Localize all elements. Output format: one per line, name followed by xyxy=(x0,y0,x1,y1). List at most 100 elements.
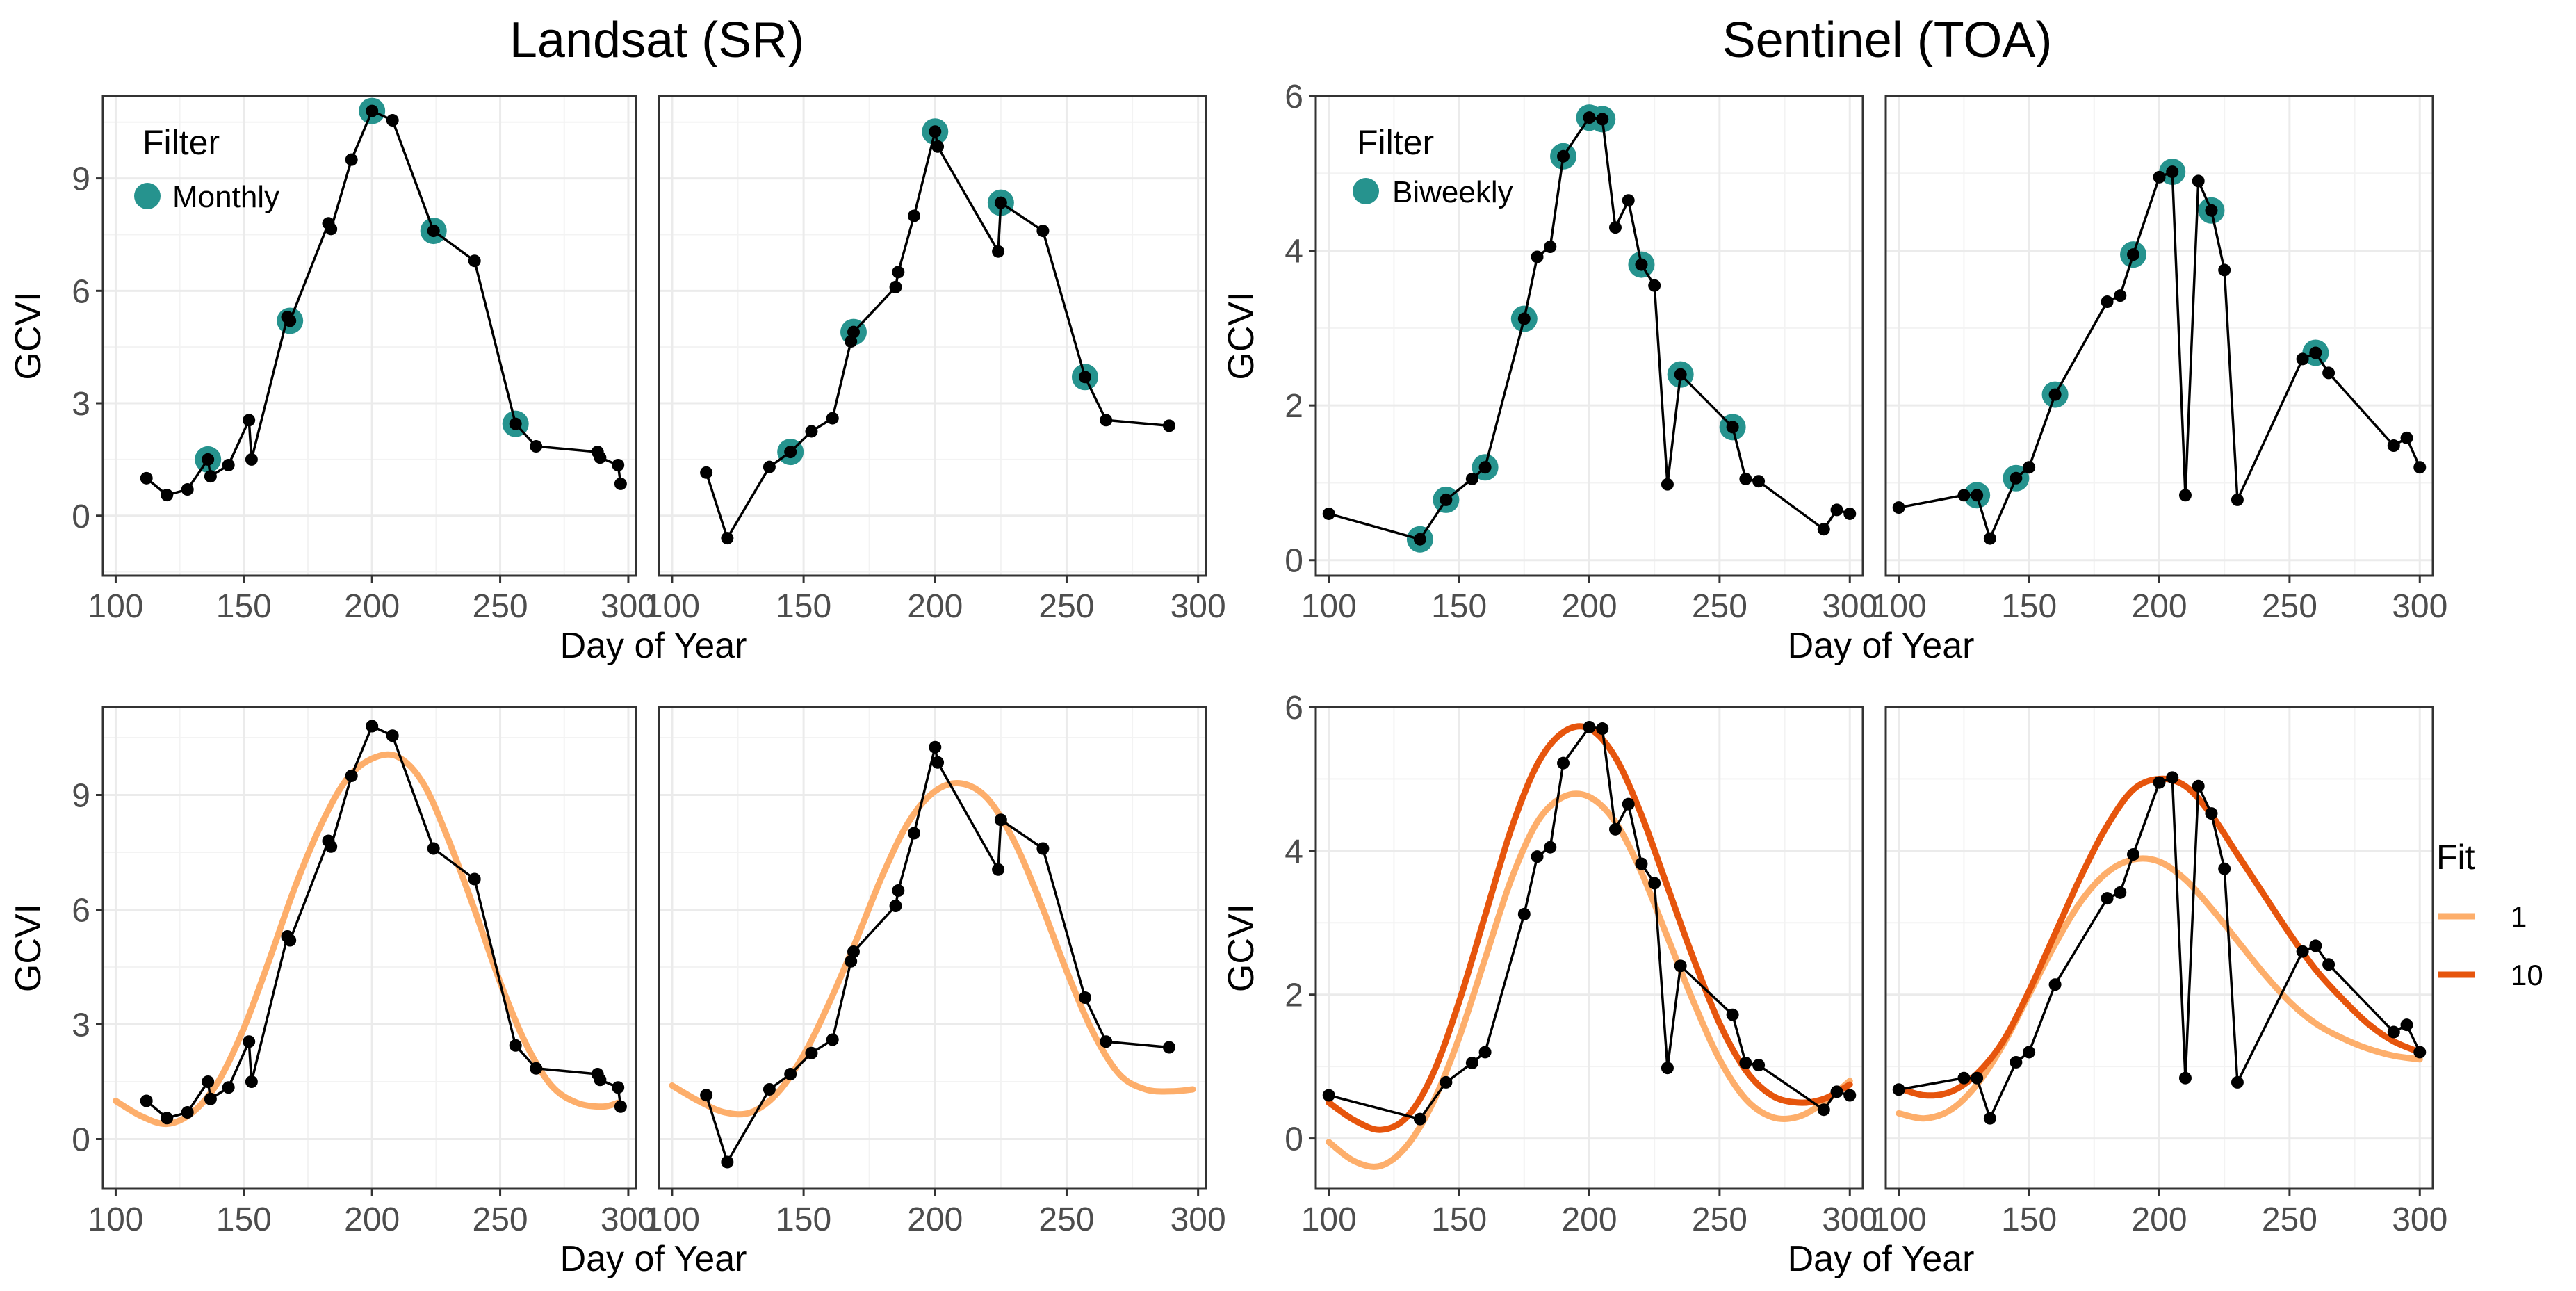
observation-point xyxy=(2048,978,2062,991)
observation-point xyxy=(222,1081,235,1094)
observation-point xyxy=(1608,822,1622,836)
x-tick-label: 150 xyxy=(1431,1201,1487,1238)
observation-point xyxy=(1596,113,1609,126)
landsat-title: Landsat (SR) xyxy=(510,13,804,68)
observation-point xyxy=(345,153,358,166)
observation-point xyxy=(2205,807,2218,820)
x-tick-label: 100 xyxy=(1301,588,1357,625)
observation-point xyxy=(2048,388,2062,401)
x-tick-label: 250 xyxy=(2262,1201,2317,1238)
observation-point xyxy=(845,335,858,348)
observation-point xyxy=(1830,1085,1843,1098)
x-axis-title: Day of Year xyxy=(560,626,747,666)
x-tick-label: 300 xyxy=(1171,588,1226,625)
observation-point xyxy=(721,1155,734,1169)
observation-point xyxy=(1661,1062,1674,1075)
observation-point xyxy=(992,245,1005,258)
observation-point xyxy=(2166,771,2179,784)
x-tick-label: 100 xyxy=(1871,588,1927,625)
panel-sentinel-a: 100 150 200 250 300 0 2 4 6 Day of Year GCVI xyxy=(1221,79,1974,666)
observation-point xyxy=(1517,312,1531,325)
observation-line xyxy=(145,109,622,496)
x-tick-label: 250 xyxy=(1038,588,1094,625)
plot-area xyxy=(1892,771,2427,1125)
x-tick-label: 250 xyxy=(1038,1201,1094,1238)
observation-point xyxy=(204,470,217,483)
observation-point xyxy=(614,477,627,490)
observation-point xyxy=(784,446,797,459)
observation-point xyxy=(1583,720,1596,733)
observation-point xyxy=(1622,194,1635,207)
observation-point xyxy=(509,417,522,430)
observation-point xyxy=(1971,489,1984,502)
observation-point xyxy=(1078,371,1091,384)
observation-point xyxy=(1983,532,1996,545)
observation-point xyxy=(140,1094,153,1107)
y-tick-label: 6 xyxy=(72,273,90,310)
y-axis-title: GCVI xyxy=(8,291,49,380)
observation-point xyxy=(929,125,942,138)
fit-legend-title: Fit xyxy=(2436,838,2475,877)
observation-point xyxy=(2322,366,2335,380)
observation-point xyxy=(1817,523,1830,536)
x-tick-label: 200 xyxy=(344,1201,400,1238)
observation-point xyxy=(929,740,942,754)
panel-border xyxy=(658,706,1207,1190)
x-tick-label: 150 xyxy=(776,1201,831,1238)
observation-point xyxy=(2231,493,2244,506)
observation-point xyxy=(889,280,902,293)
observation-point xyxy=(366,104,379,117)
y-tick-label: 4 xyxy=(1285,234,1303,270)
observation-point xyxy=(2192,174,2205,188)
observation-point xyxy=(908,209,921,222)
y-tick-label: 0 xyxy=(72,1122,90,1159)
x-tick-label: 100 xyxy=(88,1201,143,1238)
observation-point xyxy=(2178,489,2192,502)
observation-point xyxy=(1726,421,1739,434)
observation-point xyxy=(1596,722,1609,736)
observation-point xyxy=(845,955,858,968)
observation-point xyxy=(992,863,1005,876)
observation-point xyxy=(386,729,399,742)
observation-point xyxy=(612,1081,625,1094)
filter-legend-label: Monthly xyxy=(172,180,279,214)
x-tick-label: 150 xyxy=(2001,1201,2057,1238)
observation-point xyxy=(700,1089,713,1102)
observation-point xyxy=(325,222,338,236)
x-tick-label: 100 xyxy=(1301,1201,1357,1238)
observation-point xyxy=(161,1112,174,1125)
observation-point xyxy=(1739,1056,1752,1069)
x-tick-label: 200 xyxy=(2131,588,2187,625)
observation-line xyxy=(705,746,1170,1164)
observation-point xyxy=(366,720,379,733)
y-tick-label: 9 xyxy=(72,161,90,198)
x-tick-label: 150 xyxy=(1431,588,1487,625)
observation-point xyxy=(784,1068,797,1080)
x-tick-label: 300 xyxy=(2392,588,2447,625)
y-tick-label: 0 xyxy=(72,498,90,535)
observation-point xyxy=(2413,461,2427,474)
observation-point xyxy=(2322,958,2335,971)
observation-point xyxy=(1661,478,1674,491)
observation-point xyxy=(1830,503,1843,517)
observation-point xyxy=(202,453,215,466)
panel-landsat-c: 100 150 200 250 300 0 3 6 9 Day of Year GCVI xyxy=(8,706,747,1279)
plot-area xyxy=(1322,104,1857,553)
x-tick-label: 200 xyxy=(907,588,963,625)
panel-sentinel-c: 100 150 200 250 300 0 2 4 6 Day of Year GCVI xyxy=(1221,690,1974,1279)
fit-legend-label-10: 10 xyxy=(2511,959,2543,991)
x-tick-label: 200 xyxy=(344,588,400,625)
observation-point xyxy=(2101,892,2114,905)
observation-point xyxy=(468,872,481,886)
observation-point xyxy=(2192,779,2205,793)
observation-line xyxy=(145,724,622,1119)
observation-point xyxy=(1726,1008,1739,1021)
x-tick-label: 250 xyxy=(1692,588,1747,625)
observation-point xyxy=(1583,111,1596,124)
y-axis-title: GCVI xyxy=(1221,904,1262,992)
observation-point xyxy=(325,840,338,853)
y-tick-label: 2 xyxy=(1285,388,1303,425)
observation-point xyxy=(2387,1025,2400,1039)
observation-point xyxy=(612,458,625,471)
observation-point xyxy=(1817,1103,1830,1117)
